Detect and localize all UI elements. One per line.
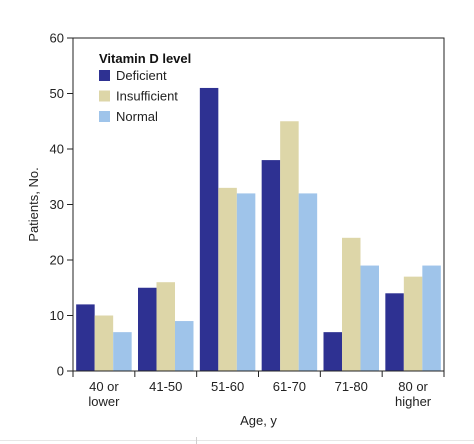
legend-swatch-deficient	[99, 70, 110, 81]
y-axis-title: Patients, No.	[26, 167, 41, 241]
bottom-divider-tick	[196, 437, 197, 444]
legend-label-insufficient: Insufficient	[116, 89, 178, 104]
bar-normal-2	[236, 193, 256, 371]
bar-deficient-1	[138, 287, 157, 371]
bar-deficient-5	[385, 293, 404, 371]
y-tick-label: 50	[50, 86, 64, 101]
bar-deficient-3	[261, 160, 281, 371]
y-tick-label: 30	[50, 197, 64, 212]
legend-swatch-normal	[99, 111, 110, 122]
bar-normal-5	[422, 265, 441, 371]
bars-group	[76, 87, 441, 371]
bar-insufficient-0	[94, 315, 114, 371]
legend-label-normal: Normal	[116, 109, 158, 124]
y-tick-label: 40	[50, 142, 64, 157]
bar-deficient-0	[76, 304, 95, 371]
x-tick-label: 40 or lower	[88, 379, 120, 409]
x-axis-title: Age, y	[240, 413, 277, 428]
bar-insufficient-3	[280, 121, 299, 371]
bar-normal-3	[298, 193, 318, 371]
bar-deficient-4	[323, 332, 342, 371]
bar-insufficient-5	[403, 276, 423, 371]
bar-normal-4	[360, 265, 379, 371]
x-tick-label: 71-80	[335, 379, 368, 394]
x-tick-label: 41-50	[149, 379, 182, 394]
y-tick-label: 20	[50, 253, 64, 268]
legend-swatch-insufficient	[99, 90, 110, 102]
bar-insufficient-1	[156, 282, 175, 371]
axes-group: 0 10 20 30 40 50 60 40 or lower 41-50 51-60 61-70 71…	[26, 31, 445, 428]
bar-normal-0	[113, 332, 132, 371]
legend-title: Vitamin D level	[99, 51, 191, 66]
bar-insufficient-4	[342, 237, 361, 371]
legend-label-deficient: Deficient	[116, 68, 167, 83]
bar-insufficient-2	[218, 187, 237, 371]
x-tick-label: 61-70	[273, 379, 306, 394]
bar-normal-1	[175, 321, 194, 371]
bar-deficient-2	[199, 87, 219, 371]
x-tick-label: 51-60	[211, 379, 244, 394]
legend: Vitamin D level Deficient Insufficient Norm…	[99, 51, 191, 124]
y-tick-label: 0	[57, 364, 64, 379]
y-tick-label: 60	[50, 31, 64, 46]
bottom-divider	[0, 440, 474, 441]
x-tick-label: 80 or higher	[395, 379, 432, 409]
y-tick-label: 10	[50, 308, 64, 323]
